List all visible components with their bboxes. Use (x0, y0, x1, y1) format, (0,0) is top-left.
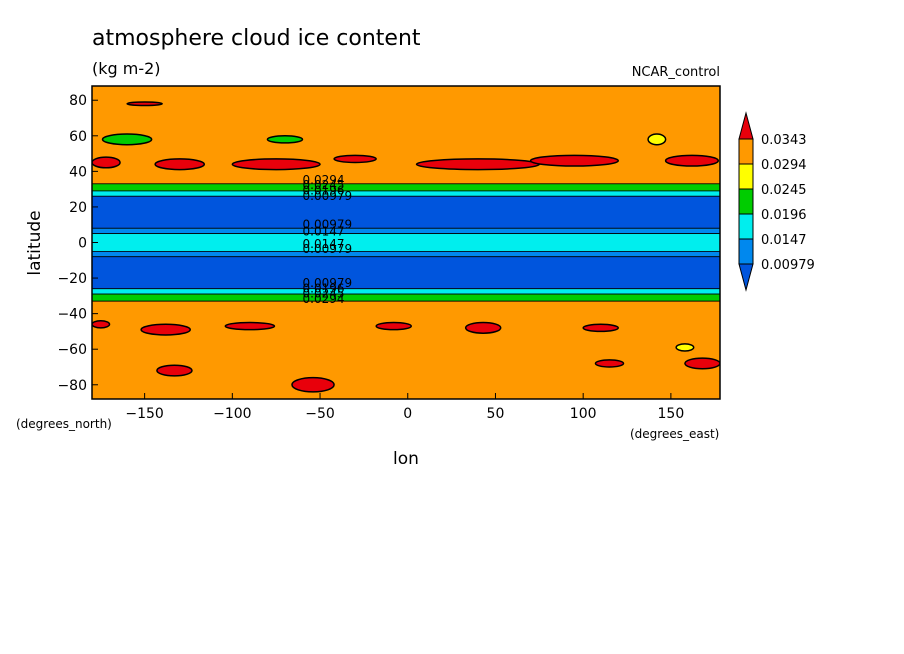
y-axis-label: latitude (25, 210, 45, 275)
x-tick-label-4: 50 (487, 406, 505, 422)
band-4 (92, 227, 720, 235)
x-tick-label-5: 100 (570, 406, 597, 422)
region-12 (224, 321, 276, 331)
region-15 (582, 323, 620, 333)
x-tick-label-0: −150 (125, 406, 163, 422)
y-tick-label-5: −20 (57, 271, 87, 287)
contour-label-0: 0.0294 (303, 173, 345, 187)
band-9 (92, 293, 720, 302)
region-20 (675, 343, 695, 352)
colorbar-top-arrow (738, 111, 754, 140)
contour-label-1: 0.0245 (303, 178, 345, 192)
y-tick-label-4: 0 (78, 236, 87, 252)
colorbar-segment-4 (738, 213, 754, 240)
dataset-label: NCAR_control (632, 65, 720, 80)
region-14 (464, 321, 502, 334)
y-tick-label-0: 80 (69, 93, 87, 109)
colorbar: 0.0343 0.0294 0.0245 0.0196 0.0147 0.00979 (738, 111, 815, 292)
x-tick-label-1: −100 (213, 406, 251, 422)
contour-label-3: 0.00979 (303, 189, 353, 203)
x-tick-label-2: −50 (305, 406, 335, 422)
shaded-bands (92, 86, 720, 399)
band-7 (92, 256, 720, 290)
contour-label-5: 0.0147 (303, 224, 345, 238)
colorbar-segment-1 (738, 138, 754, 165)
contour-label-10: 0.0245 (303, 287, 345, 301)
shaded-regions (92, 101, 720, 393)
band-6 (92, 250, 720, 258)
x-tick-label-6: 150 (658, 406, 685, 422)
region-16 (156, 364, 193, 377)
region-17 (291, 376, 335, 393)
colorbar-label-2: 0.0245 (761, 183, 807, 198)
region-5 (415, 158, 541, 171)
contour-label-6: 0.0147 (303, 237, 345, 251)
colorbar-label-1: 0.0294 (761, 158, 807, 173)
y-units: (degrees_north) (16, 417, 112, 431)
region-21 (126, 101, 163, 107)
region-6 (529, 154, 620, 167)
contour-labels: 0.02940.02450.01960.009790.009790.01470.… (303, 173, 353, 306)
region-0 (101, 133, 153, 146)
y-tick-label-1: 60 (69, 129, 87, 145)
region-4 (333, 154, 377, 164)
y-tick-label-2: 40 (69, 164, 87, 180)
region-18 (594, 359, 625, 368)
band-10 (92, 300, 720, 399)
region-10 (92, 320, 111, 329)
region-3 (231, 158, 321, 171)
band-3 (92, 195, 720, 229)
x-axis-label: lon (393, 449, 419, 469)
region-8 (647, 133, 667, 146)
y-tick-label-6: −40 (57, 307, 87, 323)
contour-label-4: 0.00979 (303, 217, 353, 231)
y-tick-label-8: −80 (57, 378, 87, 394)
colorbar-segment-2 (738, 163, 754, 190)
colorbar-bottom-arrow (738, 263, 754, 292)
region-1 (92, 156, 121, 169)
band-2 (92, 190, 720, 197)
chart-subtitle: (kg m-2) (92, 59, 161, 78)
contour-label-9: 0.0196 (303, 281, 345, 295)
colorbar-segment-5 (738, 238, 754, 265)
colorbar-label-5: 0.00979 (761, 258, 815, 273)
y-tick-label-7: −60 (57, 342, 87, 358)
region-19 (684, 357, 720, 370)
contour-label-7: 0.00979 (303, 242, 353, 256)
x-tick-label-3: 0 (403, 406, 412, 422)
region-2 (154, 158, 206, 171)
region-7 (664, 154, 719, 167)
x-units: (degrees_east) (630, 427, 719, 441)
x-axis-ticks: −150 −100 −50 0 50 100 150 (125, 393, 684, 422)
region-13 (375, 321, 413, 331)
chart-title: atmosphere cloud ice content (92, 26, 421, 51)
contour-label-2: 0.0196 (303, 183, 345, 197)
band-1 (92, 183, 720, 192)
plot-area: 0.02940.02450.01960.009790.009790.01470.… (91, 85, 721, 400)
colorbar-label-3: 0.0196 (761, 208, 807, 223)
y-tick-label-3: 20 (69, 200, 87, 216)
colorbar-label-0: 0.0343 (761, 133, 807, 148)
colorbar-segment-3 (738, 188, 754, 215)
region-9 (266, 135, 304, 144)
band-5 (92, 233, 720, 252)
band-8 (92, 288, 720, 295)
contour-label-8: 0.00979 (303, 276, 353, 290)
region-11 (140, 323, 191, 336)
y-axis-ticks: 80 60 40 20 0 −20 −40 −60 −80 (57, 93, 98, 394)
contour-label-11: 0.0294 (303, 292, 345, 306)
colorbar-label-4: 0.0147 (761, 233, 807, 248)
